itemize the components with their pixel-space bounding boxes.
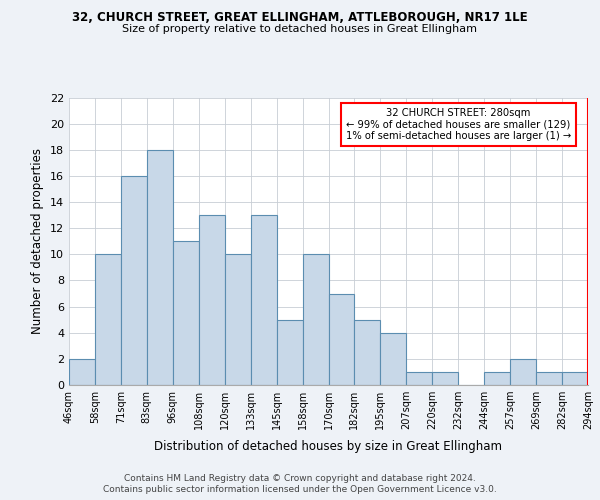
- Bar: [433, 372, 458, 385]
- Bar: [121, 176, 147, 385]
- Bar: [147, 150, 173, 385]
- Bar: [225, 254, 251, 385]
- Bar: [562, 372, 588, 385]
- Bar: [536, 372, 562, 385]
- Bar: [406, 372, 432, 385]
- Bar: [380, 332, 406, 385]
- X-axis label: Distribution of detached houses by size in Great Ellingham: Distribution of detached houses by size …: [155, 440, 503, 454]
- Bar: [302, 254, 329, 385]
- Text: 32 CHURCH STREET: 280sqm
← 99% of detached houses are smaller (129)
1% of semi-d: 32 CHURCH STREET: 280sqm ← 99% of detach…: [346, 108, 571, 141]
- Bar: [69, 359, 95, 385]
- Bar: [510, 359, 536, 385]
- Text: Size of property relative to detached houses in Great Ellingham: Size of property relative to detached ho…: [122, 24, 478, 34]
- Bar: [95, 254, 121, 385]
- Bar: [484, 372, 510, 385]
- Bar: [173, 242, 199, 385]
- Bar: [199, 215, 224, 385]
- Text: 32, CHURCH STREET, GREAT ELLINGHAM, ATTLEBOROUGH, NR17 1LE: 32, CHURCH STREET, GREAT ELLINGHAM, ATTL…: [72, 11, 528, 24]
- Text: Contains HM Land Registry data © Crown copyright and database right 2024.: Contains HM Land Registry data © Crown c…: [124, 474, 476, 483]
- Text: Contains public sector information licensed under the Open Government Licence v3: Contains public sector information licen…: [103, 485, 497, 494]
- Y-axis label: Number of detached properties: Number of detached properties: [31, 148, 44, 334]
- Bar: [355, 320, 380, 385]
- Bar: [329, 294, 355, 385]
- Bar: [277, 320, 302, 385]
- Bar: [251, 215, 277, 385]
